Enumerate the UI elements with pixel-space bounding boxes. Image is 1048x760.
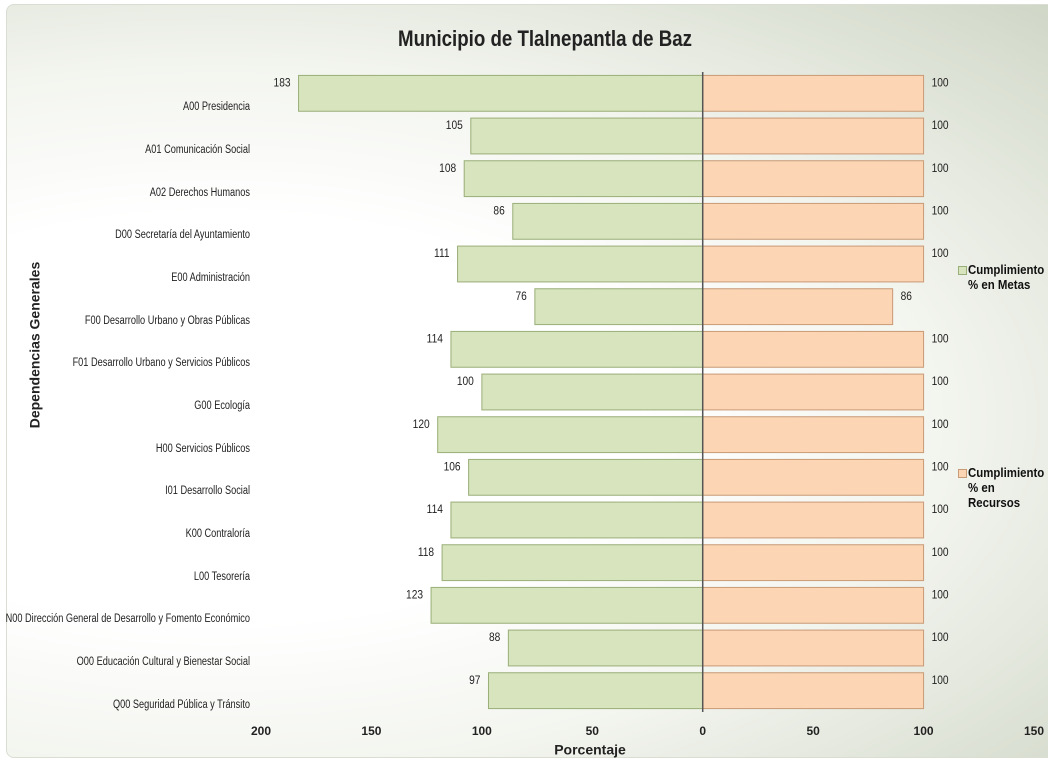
bar [430,586,704,624]
bar [702,330,925,368]
bar [702,544,925,582]
x-tick-label: 100 [472,724,492,738]
bar [450,330,704,368]
data-label: 100 [932,674,949,687]
bar [487,672,704,710]
bar [702,117,925,155]
x-tick-label: 50 [806,724,820,738]
data-label: 108 [439,162,456,175]
category-label: D00 Secretaría del Ayuntamiento [115,229,251,242]
bar [534,288,704,326]
data-label: 76 [516,290,527,303]
bar [702,416,925,454]
data-label: 88 [489,631,500,644]
category-label: O00 Educación Cultural y Bienestar Socia… [76,656,250,668]
bar [702,373,925,411]
bar [702,629,925,667]
data-label: 100 [932,546,949,559]
bar [468,458,704,496]
bar [702,586,925,624]
bar [450,501,704,539]
bar [441,544,704,582]
chart-title: Municipio de Tlalnepantla de Baz [398,27,692,51]
data-label: 86 [901,290,912,303]
bar [470,117,704,155]
data-label: 100 [932,162,949,175]
data-label: 100 [932,205,949,218]
category-label: E00 Administración [171,272,250,284]
x-tick-label: 50 [586,724,600,738]
category-label: A01 Comunicación Social [145,144,250,156]
category-label: I01 Desarrollo Social [165,485,250,498]
category-label: N00 Dirección General de Desarrollo y Fo… [5,613,251,626]
data-label: 100 [932,333,949,346]
bar [437,416,704,454]
x-tick-label: 150 [1024,724,1044,738]
category-label: A02 Derechos Humanos [149,186,250,199]
legend-swatch [958,266,967,275]
data-label: 114 [427,503,443,516]
category-label: G00 Ecología [194,400,250,412]
data-label: 123 [406,589,423,602]
legend-swatch [958,469,967,478]
category-label: A00 Presidencia [183,101,250,114]
data-label: 105 [446,119,463,132]
data-label: 106 [444,461,461,474]
bar [702,501,925,539]
category-label: L00 Tesorería [193,570,250,583]
category-label: F00 Desarrollo Urbano y Obras Públicas [84,314,251,327]
bar [457,245,704,283]
x-tick-label: 200 [251,724,271,738]
category-label: K00 Contraloría [185,528,250,540]
y-axis-title: Dependencias Generales [27,262,43,429]
data-label: 100 [932,461,949,474]
data-label: 183 [274,77,291,90]
data-label: 97 [469,674,480,687]
bar [298,74,704,112]
data-label: 100 [932,247,949,260]
bar [702,458,925,496]
x-axis-title: Porcentaje [554,742,626,758]
data-label: 100 [932,375,949,388]
data-label: 114 [427,333,443,346]
bar [702,202,925,240]
data-label: 100 [932,503,949,516]
bar [702,245,925,283]
data-label: 100 [932,418,949,431]
data-label: 111 [434,247,449,260]
x-tick-label: 100 [914,724,934,738]
bar [702,74,925,112]
category-label: F01 Desarrollo Urbano y Servicios Públic… [72,357,250,370]
bar [702,672,925,710]
category-label: Q00 Seguridad Pública y Tránsito [112,698,250,711]
x-tick-label: 150 [361,724,381,738]
x-tick-label: 0 [699,724,706,738]
bar [512,202,704,240]
data-label: 100 [932,119,949,132]
bar [507,629,704,667]
data-label: 100 [932,631,949,644]
bar [481,373,704,411]
bar [702,160,925,198]
data-label: 86 [493,205,504,218]
data-label: 118 [418,546,434,559]
data-label: 100 [932,77,949,90]
category-label: H00 Servicios Públicos [155,442,250,455]
data-label: 100 [457,375,474,388]
legend-label: Cumplimiento % en Recursos [968,465,1045,510]
data-label: 120 [413,418,430,431]
bar [702,288,894,326]
bar [463,160,704,198]
legend-label: Cumplimiento % en Metas [968,262,1045,292]
data-label: 100 [932,589,949,602]
